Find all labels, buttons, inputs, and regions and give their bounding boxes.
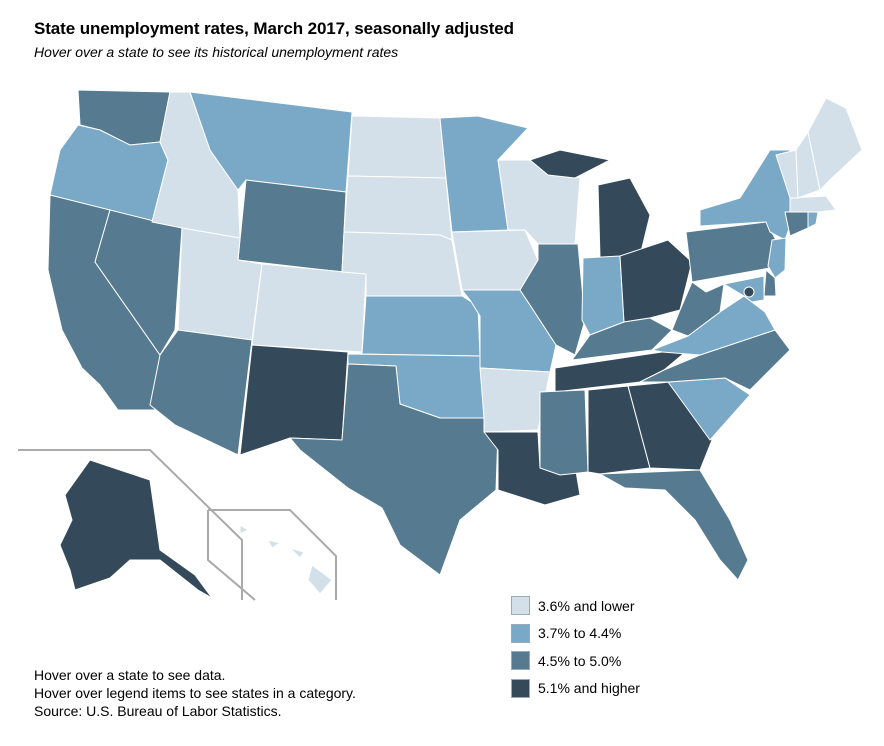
state-maine[interactable] bbox=[807, 97, 863, 191]
state-alaska[interactable] bbox=[59, 459, 213, 599]
state-west-virginia[interactable] bbox=[671, 281, 725, 337]
state-delaware[interactable] bbox=[763, 269, 777, 297]
state-pennsylvania[interactable] bbox=[685, 221, 777, 283]
note-hover-state: Hover over a state to see data. bbox=[34, 667, 226, 683]
state-florida[interactable] bbox=[599, 469, 749, 581]
legend-item-elevated[interactable]: 4.5% to 5.0% bbox=[511, 647, 640, 675]
state-louisiana[interactable] bbox=[483, 431, 581, 506]
legend-item-low[interactable]: 3.6% and lower bbox=[511, 592, 640, 620]
state-kansas[interactable] bbox=[361, 295, 481, 357]
state-mississippi[interactable] bbox=[539, 389, 589, 476]
state-arizona[interactable] bbox=[149, 329, 253, 456]
inset-frame-hawaii-top bbox=[208, 509, 337, 600]
state-arkansas[interactable] bbox=[479, 367, 551, 433]
state-indiana[interactable] bbox=[581, 255, 625, 336]
state-connecticut[interactable] bbox=[784, 211, 809, 237]
map-subtitle: Hover over a state to see its historical… bbox=[34, 44, 399, 60]
state-district-of-columbia[interactable] bbox=[743, 286, 755, 298]
legend-swatch-high bbox=[511, 678, 530, 698]
legend-swatch-elevated bbox=[511, 651, 530, 671]
legend-item-moderate[interactable]: 3.7% to 4.4% bbox=[511, 620, 640, 648]
state-rhode-island[interactable] bbox=[807, 211, 819, 229]
legend-label-elevated: 4.5% to 5.0% bbox=[538, 652, 622, 669]
state-texas[interactable] bbox=[289, 363, 499, 576]
legend-label-high: 5.1% and higher bbox=[538, 680, 640, 697]
state-colorado[interactable] bbox=[251, 263, 367, 353]
state-massachusetts[interactable] bbox=[789, 195, 837, 213]
footnotes: Hover over a state to see data. Hover ov… bbox=[34, 666, 356, 720]
state-illinois[interactable] bbox=[519, 243, 586, 356]
legend-label-moderate: 3.7% to 4.4% bbox=[538, 625, 622, 642]
state-north-dakota[interactable] bbox=[347, 115, 447, 179]
legend-item-high[interactable]: 5.1% and higher bbox=[511, 675, 640, 703]
legend: 3.6% and lower 3.7% to 4.4% 4.5% to 5.0%… bbox=[511, 592, 640, 702]
state-wyoming[interactable] bbox=[237, 179, 347, 273]
legend-swatch-low bbox=[511, 596, 530, 616]
inset-frame-alaska bbox=[18, 449, 243, 600]
map-title: State unemployment rates, March 2017, se… bbox=[34, 19, 514, 38]
state-maryland[interactable] bbox=[723, 275, 765, 303]
state-hawaii[interactable] bbox=[239, 524, 333, 595]
state-michigan[interactable] bbox=[529, 149, 651, 259]
state-new-jersey[interactable] bbox=[767, 237, 787, 279]
note-source: Source: U.S. Bureau of Labor Statistics. bbox=[34, 703, 282, 719]
note-hover-legend: Hover over legend items to see states in… bbox=[34, 685, 356, 701]
state-alabama[interactable] bbox=[587, 385, 651, 475]
state-south-dakota[interactable] bbox=[343, 175, 453, 241]
state-north-carolina[interactable] bbox=[639, 329, 791, 391]
legend-label-low: 3.6% and lower bbox=[538, 597, 635, 614]
legend-swatch-moderate bbox=[511, 623, 530, 643]
inset-frame-hawaii bbox=[207, 510, 256, 601]
state-georgia[interactable] bbox=[627, 381, 713, 471]
